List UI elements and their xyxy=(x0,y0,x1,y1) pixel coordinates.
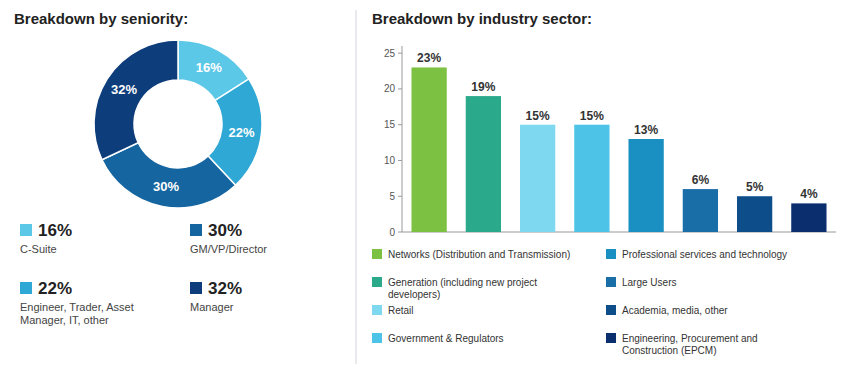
legend-label: Large Users xyxy=(622,277,676,288)
title: Breakdown by seniority: xyxy=(14,10,188,27)
title: Breakdown by industry sector: xyxy=(372,10,592,27)
legend-label: Engineer, Trader, AssetManager, IT, othe… xyxy=(20,301,134,326)
bar xyxy=(574,125,609,232)
tick-mark xyxy=(398,160,402,161)
legend-label: Engineering, Procurement andConstruction… xyxy=(622,333,758,356)
bar xyxy=(791,203,826,232)
bar-panel: Breakdown by industry sector: 0 5 10 15 20 25 2… xyxy=(372,10,836,356)
data-label: 22% xyxy=(228,125,254,140)
legend-label: GM/VP/Director xyxy=(190,243,267,255)
tick-mark xyxy=(398,232,402,233)
bar xyxy=(411,67,446,232)
data-label: 19% xyxy=(471,80,495,94)
tick-label: 5 xyxy=(389,191,395,202)
legend-label: Academia, media, other xyxy=(622,305,728,316)
tick-label: 25 xyxy=(384,48,396,59)
data-label: 6% xyxy=(692,173,710,187)
data-label: 15% xyxy=(580,109,604,123)
legend-label: Manager xyxy=(190,301,234,313)
tick-mark xyxy=(398,196,402,197)
legend-label: Professional services and technology xyxy=(622,249,787,260)
legend-label: C-Suite xyxy=(20,243,57,255)
data-label: 13% xyxy=(634,123,658,137)
legend-label: Retail xyxy=(388,305,414,316)
tick-label: 10 xyxy=(384,155,396,166)
bars xyxy=(411,67,826,232)
data-label: 4% xyxy=(800,187,818,201)
data-label: 32% xyxy=(111,82,137,97)
legend-swatch xyxy=(372,249,382,259)
legend-swatch xyxy=(190,282,202,294)
legend-swatch xyxy=(20,282,32,294)
legend-value: 16% xyxy=(38,221,72,240)
legend-label: Networks (Distribution and Transmission) xyxy=(388,249,570,260)
legend-label: Generation (including new projectdevelop… xyxy=(388,277,537,300)
donut-slice xyxy=(94,40,178,160)
legend-value: 22% xyxy=(38,279,72,298)
tick-mark xyxy=(398,53,402,54)
legend-swatch xyxy=(606,249,616,259)
data-label: 16% xyxy=(196,60,222,75)
bar xyxy=(737,196,772,232)
donut-slice xyxy=(102,143,236,208)
legend-value: 30% xyxy=(208,221,242,240)
bar xyxy=(683,189,718,232)
legend-swatch xyxy=(372,277,382,287)
y-axis xyxy=(402,46,403,232)
data-label: 5% xyxy=(746,180,764,194)
tick-mark xyxy=(398,88,402,89)
legend-swatch xyxy=(372,333,382,343)
data-label: 23% xyxy=(417,51,441,65)
legend-value: 32% xyxy=(208,279,242,298)
legend-swatch xyxy=(606,333,616,343)
tick-label: 15 xyxy=(384,119,396,130)
legend: 16% C-Suite 30% GM/VP/Director 22% Engineer, … xyxy=(20,221,267,326)
legend: Networks (Distribution and Transmission)… xyxy=(372,249,787,356)
bar xyxy=(466,96,501,232)
data-label: 15% xyxy=(526,109,550,123)
legend-swatch xyxy=(606,277,616,287)
donut-panel: Breakdown by seniority: 16% 22% 30% 32% 16% C-… xyxy=(14,10,267,326)
chart-root: Breakdown by seniority: 16% 22% 30% 32% 16% C-… xyxy=(0,0,850,374)
bar xyxy=(520,125,555,232)
divider xyxy=(356,10,357,364)
legend-label: Government & Regulators xyxy=(388,333,504,344)
tick-label: 0 xyxy=(389,227,395,238)
tick-label: 20 xyxy=(384,83,396,94)
data-label: 30% xyxy=(153,179,179,194)
tick-mark xyxy=(398,124,402,125)
background xyxy=(0,0,850,374)
legend-swatch xyxy=(606,305,616,315)
legend-swatch xyxy=(190,224,202,236)
legend-swatch xyxy=(372,305,382,315)
bar xyxy=(628,139,663,232)
legend-swatch xyxy=(20,224,32,236)
